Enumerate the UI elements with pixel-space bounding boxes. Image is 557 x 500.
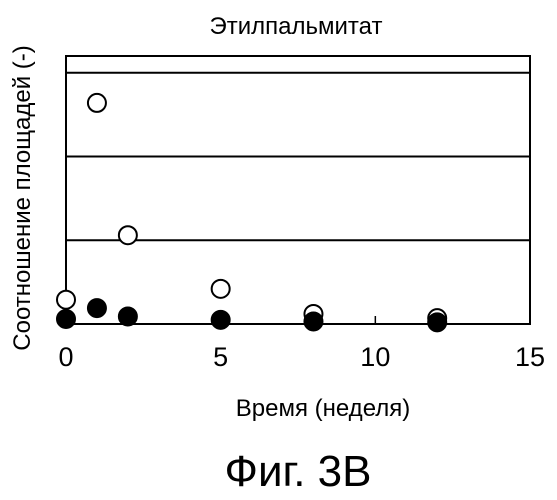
filled-point-5	[428, 313, 446, 331]
x-tick-label-1: 5	[213, 342, 228, 372]
figure-caption: Фиг. 3B	[225, 447, 372, 496]
chart-title: Этилпальмитат	[210, 13, 383, 40]
filled-point-2	[119, 307, 137, 325]
y-axis-label: Соотношение площадей (-)	[9, 45, 36, 350]
x-tick-label-0: 0	[58, 342, 73, 372]
open-point-1	[88, 94, 106, 112]
x-axis-label: Время (неделя)	[236, 395, 410, 422]
x-tick-label-2: 10	[360, 342, 390, 372]
grid-lines	[66, 73, 530, 241]
filled-point-1	[88, 299, 106, 317]
data-points	[57, 94, 446, 331]
open-point-0	[57, 291, 75, 309]
open-point-3	[212, 280, 230, 298]
x-tick-label-3: 15	[515, 342, 545, 372]
plot-frame	[66, 56, 530, 324]
filled-point-0	[57, 310, 75, 328]
open-point-2	[119, 226, 137, 244]
filled-point-3	[212, 311, 230, 329]
filled-point-4	[304, 312, 322, 330]
x-tick-labels: 0 5 10 15	[58, 342, 545, 372]
